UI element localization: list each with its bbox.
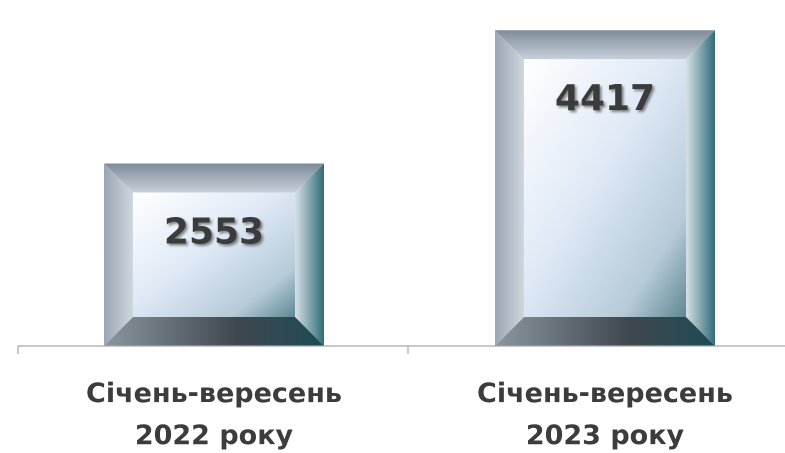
bar-face: [524, 59, 686, 317]
bar-bevel-bottom: [104, 317, 324, 346]
bars-group: 2553 4417: [104, 30, 715, 347]
category-labels: Січень-вересень 2022 року Січень-вересень 2…: [86, 378, 733, 451]
x-tick-label: Січень-вересень 2022 року: [86, 378, 342, 451]
bar-bevel-left: [104, 163, 133, 346]
bar-face: [133, 192, 295, 317]
bar: 4417: [495, 30, 715, 347]
bar-value-label: 4417: [555, 78, 655, 119]
bar-bevel-right: [295, 163, 324, 346]
x-tick-label: Січень-вересень 2023 року: [477, 378, 733, 451]
bar-bevel-top: [495, 30, 715, 60]
bar-bevel-right: [686, 30, 715, 347]
bar: 2553: [104, 163, 324, 346]
bar-bevel-top: [104, 163, 324, 193]
bar-bevel-left: [495, 30, 524, 347]
bar-value-label: 2553: [164, 211, 264, 252]
bar-bevel-bottom: [495, 317, 715, 346]
